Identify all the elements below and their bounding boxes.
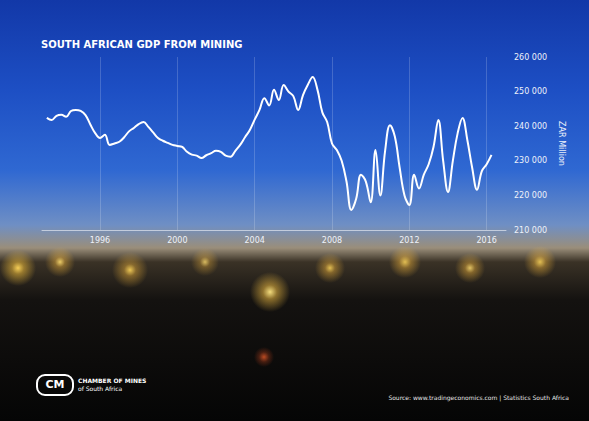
svg-text:2008: 2008 bbox=[322, 236, 342, 245]
html-text:of South Africa: of South Africa bbox=[78, 385, 123, 392]
svg-text:240 000: 240 000 bbox=[514, 122, 547, 131]
svg-text:230 000: 230 000 bbox=[514, 156, 547, 165]
svg-text:ZAR Million: ZAR Million bbox=[557, 121, 566, 166]
svg-text:220 000: 220 000 bbox=[514, 191, 547, 200]
svg-text:250 000: 250 000 bbox=[514, 87, 547, 96]
svg-text:SOUTH AFRICAN GDP FROM MINING: SOUTH AFRICAN GDP FROM MINING bbox=[41, 39, 243, 50]
svg-text:260 000: 260 000 bbox=[514, 53, 547, 62]
svg-text:210 000: 210 000 bbox=[514, 226, 547, 235]
svg-text:2012: 2012 bbox=[399, 236, 419, 245]
html-text:Source: www.tradingeconomics.c: Source: www.tradingeconomics.com | Stati… bbox=[388, 394, 569, 401]
svg-text:1996: 1996 bbox=[90, 236, 110, 245]
html-text:CHAMBER OF MINES: CHAMBER OF MINES bbox=[78, 377, 147, 384]
svg-text:2004: 2004 bbox=[244, 236, 264, 245]
html-text:CM: CM bbox=[45, 378, 65, 391]
svg-text:2000: 2000 bbox=[167, 236, 187, 245]
svg-text:2016: 2016 bbox=[476, 236, 496, 245]
